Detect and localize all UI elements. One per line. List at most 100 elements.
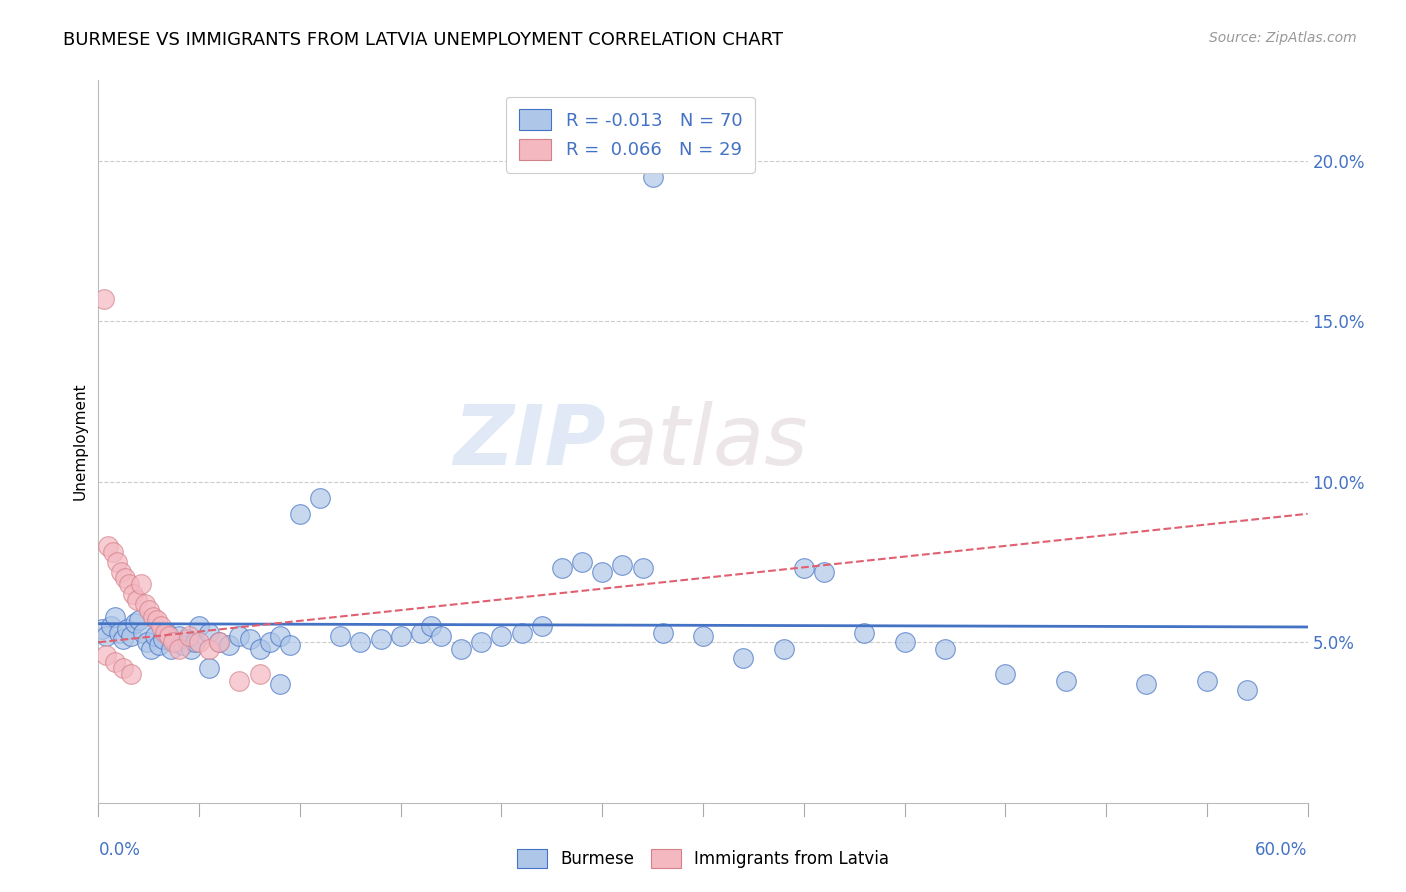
Point xyxy=(1236,683,1258,698)
Point xyxy=(793,561,815,575)
Point xyxy=(124,615,146,630)
Point xyxy=(208,635,231,649)
Point xyxy=(97,539,120,553)
Point xyxy=(125,593,148,607)
Point xyxy=(91,623,114,637)
Point xyxy=(228,673,250,688)
Point xyxy=(132,625,155,640)
Point xyxy=(172,639,194,653)
Point xyxy=(208,635,231,649)
Point xyxy=(148,639,170,653)
Point xyxy=(139,641,162,656)
Point xyxy=(450,641,472,656)
Point xyxy=(288,507,311,521)
Point xyxy=(105,555,128,569)
Point xyxy=(934,641,956,656)
Point xyxy=(96,629,118,643)
Point xyxy=(269,677,291,691)
Point xyxy=(128,613,150,627)
Legend: R = -0.013   N = 70, R =  0.066   N = 29: R = -0.013 N = 70, R = 0.066 N = 29 xyxy=(506,96,755,172)
Point xyxy=(1054,673,1077,688)
Point xyxy=(110,565,132,579)
Point xyxy=(813,565,835,579)
Point xyxy=(146,613,169,627)
Point xyxy=(111,661,134,675)
Text: Source: ZipAtlas.com: Source: ZipAtlas.com xyxy=(1209,31,1357,45)
Point xyxy=(853,625,876,640)
Point xyxy=(143,629,166,643)
Point xyxy=(157,629,180,643)
Point xyxy=(103,609,125,624)
Point xyxy=(162,635,184,649)
Point xyxy=(163,635,186,649)
Text: 0.0%: 0.0% xyxy=(98,841,141,859)
Point xyxy=(470,635,492,649)
Point xyxy=(239,632,262,646)
Point xyxy=(370,632,392,646)
Point xyxy=(176,632,198,646)
Point xyxy=(420,619,443,633)
Text: 60.0%: 60.0% xyxy=(1256,841,1308,859)
Point xyxy=(188,635,211,649)
Point xyxy=(167,629,190,643)
Point xyxy=(179,629,201,643)
Point xyxy=(111,632,134,646)
Point xyxy=(149,619,172,633)
Point xyxy=(118,577,141,591)
Point xyxy=(551,561,574,575)
Point xyxy=(269,629,291,643)
Point xyxy=(510,625,533,640)
Point xyxy=(152,632,174,646)
Point xyxy=(114,571,136,585)
Point xyxy=(188,619,211,633)
Point xyxy=(142,609,165,624)
Point xyxy=(571,555,593,569)
Point xyxy=(93,292,115,306)
Point xyxy=(198,661,221,675)
Point xyxy=(591,565,613,579)
Point xyxy=(349,635,371,649)
Point xyxy=(631,561,654,575)
Point xyxy=(430,629,453,643)
Point xyxy=(101,545,124,559)
Point xyxy=(115,623,138,637)
Text: BURMESE VS IMMIGRANTS FROM LATVIA UNEMPLOYMENT CORRELATION CHART: BURMESE VS IMMIGRANTS FROM LATVIA UNEMPL… xyxy=(63,31,783,49)
Point xyxy=(409,625,432,640)
Point xyxy=(249,667,271,681)
Point xyxy=(309,491,332,505)
Point xyxy=(120,629,142,643)
Point xyxy=(138,603,160,617)
Point xyxy=(121,587,143,601)
Point xyxy=(1195,673,1218,688)
Point xyxy=(103,655,125,669)
Point xyxy=(389,629,412,643)
Point xyxy=(184,635,207,649)
Point xyxy=(120,667,142,681)
Point xyxy=(134,597,156,611)
Point xyxy=(259,635,281,649)
Point xyxy=(167,641,190,656)
Point xyxy=(733,651,755,665)
Point xyxy=(180,641,202,656)
Point xyxy=(893,635,915,649)
Point xyxy=(249,641,271,656)
Text: atlas: atlas xyxy=(606,401,808,482)
Legend: Burmese, Immigrants from Latvia: Burmese, Immigrants from Latvia xyxy=(510,842,896,875)
Point xyxy=(198,625,221,640)
Point xyxy=(153,625,176,640)
Point xyxy=(530,619,553,633)
Point xyxy=(100,619,122,633)
Point xyxy=(218,639,240,653)
Point xyxy=(228,629,250,643)
Point xyxy=(96,648,118,662)
Point xyxy=(1135,677,1157,691)
Point xyxy=(107,625,129,640)
Point xyxy=(994,667,1017,681)
Point xyxy=(135,635,157,649)
Text: ZIP: ZIP xyxy=(454,401,606,482)
Point xyxy=(772,641,794,656)
Point xyxy=(641,169,664,184)
Point xyxy=(160,641,183,656)
Point xyxy=(612,558,634,573)
Y-axis label: Unemployment: Unemployment xyxy=(72,383,87,500)
